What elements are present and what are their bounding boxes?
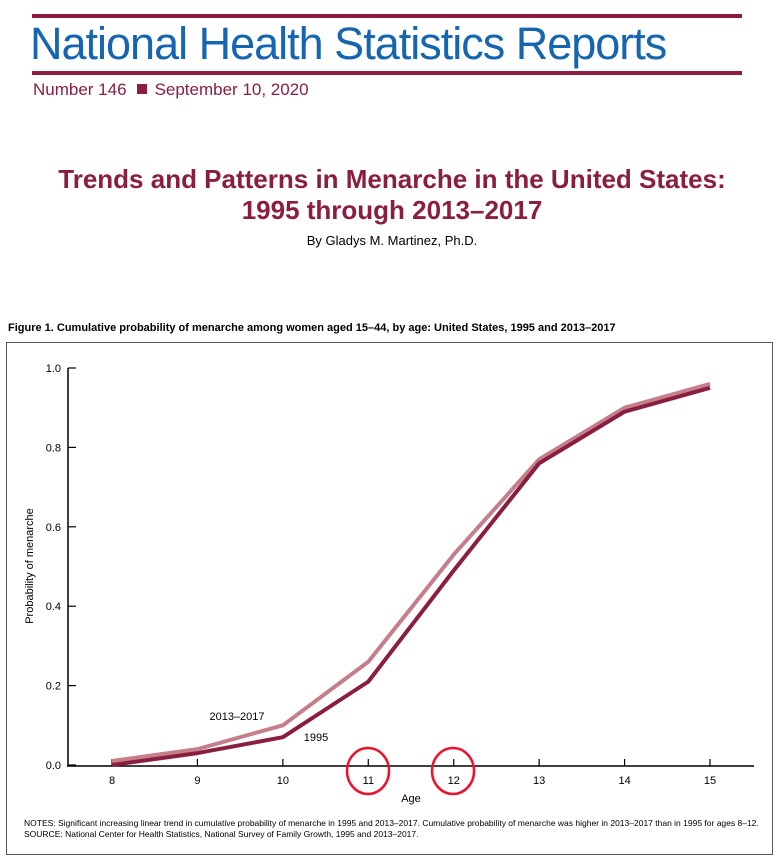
- masthead: National Health Statistics Reports: [30, 18, 667, 69]
- series-label-1995: 1995: [304, 732, 328, 744]
- title-line-2: 1995 through 2013–2017: [241, 195, 543, 225]
- red-annotation-circle: [345, 746, 391, 796]
- y-tick-label: 0.0: [46, 760, 61, 772]
- x-axis-label: Age: [401, 793, 421, 805]
- issue-date: September 10, 2020: [154, 80, 309, 99]
- x-tick-label: 12: [448, 775, 460, 787]
- series-line-1995: [111, 385, 711, 767]
- y-tick-label: 0.6: [46, 522, 61, 534]
- square-bullet-icon: [136, 84, 147, 94]
- y-tick-label: 0.8: [46, 442, 61, 454]
- y-tick-label: 1.0: [46, 363, 61, 375]
- x-tick-label: 9: [194, 775, 200, 787]
- issue-number: Number 146: [33, 80, 127, 99]
- x-tick-label: 15: [704, 775, 716, 787]
- x-tick-label: 10: [277, 775, 289, 787]
- title-line-1: Trends and Patterns in Menarche in the U…: [58, 164, 726, 194]
- bottom-rule: [32, 71, 742, 75]
- figure-caption: Figure 1. Cumulative probability of mena…: [8, 322, 616, 334]
- source-text: SOURCE: National Center for Health Stati…: [24, 829, 419, 839]
- y-tick-label: 0.2: [46, 681, 61, 693]
- x-tick-label: 8: [109, 775, 115, 787]
- author: By Gladys M. Martinez, Ph.D.: [306, 233, 478, 248]
- series-line-2013-2017: [111, 381, 711, 764]
- figure-notes: NOTES: Significant increasing linear tre…: [24, 818, 759, 840]
- red-annotation-circle: [430, 746, 476, 796]
- top-rule: [32, 14, 742, 18]
- y-tick-label: 0.4: [46, 601, 61, 613]
- series-label-2013-2017: 2013–2017: [209, 711, 264, 723]
- issue-line: Number 146 September 10, 2020: [33, 80, 309, 100]
- report-title: Trends and Patterns in Menarche in the U…: [0, 164, 784, 226]
- x-tick-label: 13: [533, 775, 545, 787]
- x-tick-label: 14: [618, 775, 630, 787]
- notes-text: NOTES: Significant increasing linear tre…: [24, 818, 759, 828]
- y-axis-label: Probability of menarche: [24, 508, 36, 624]
- x-tick-label: 11: [363, 775, 374, 787]
- figure-frame: [6, 342, 773, 855]
